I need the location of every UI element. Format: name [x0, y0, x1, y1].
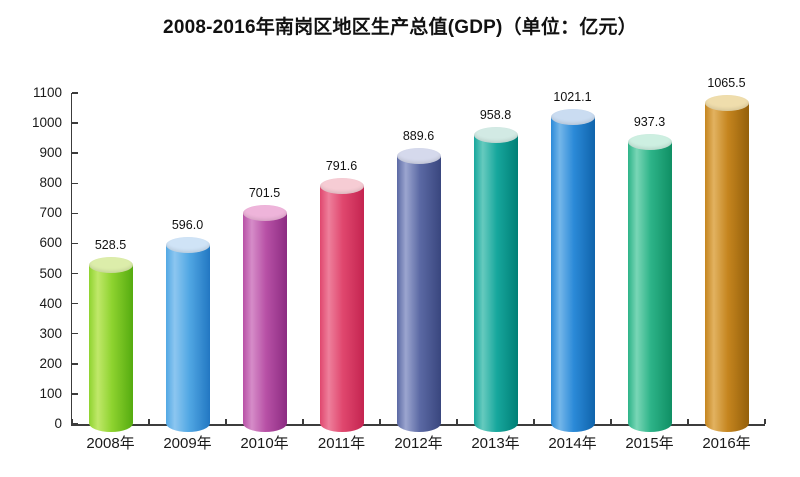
chart-title: 2008-2016年南岗区地区生产总值(GDP)（单位：亿元）	[163, 17, 637, 38]
bar-value-label: 701.5	[248, 185, 281, 200]
x-axis-category-label: 2016年	[702, 435, 751, 452]
bar-top-ellipse	[473, 127, 518, 144]
y-axis-tick	[72, 302, 78, 305]
y-axis-tick-label: 600	[39, 235, 62, 251]
x-axis-tick	[456, 419, 458, 424]
y-axis-tick	[72, 332, 78, 335]
bar-top-ellipse	[550, 108, 595, 125]
y-axis-tick-label: 500	[39, 265, 62, 281]
y-axis-tick-label: 800	[39, 175, 62, 191]
bar-body	[319, 185, 364, 432]
y-axis-tick	[72, 152, 78, 154]
x-axis-tick	[379, 419, 381, 424]
x-axis-category-label: 2010年	[240, 435, 289, 452]
bar-value-label: 528.5	[94, 237, 127, 252]
y-axis-tick	[72, 272, 78, 275]
y-axis-tick	[72, 92, 78, 94]
x-axis-tick	[687, 419, 689, 424]
bar-top-ellipse	[165, 236, 210, 253]
x-axis-category-label: 2015年	[625, 435, 674, 452]
x-axis-tick	[610, 419, 612, 424]
bar-top-ellipse	[88, 256, 133, 273]
bar-cylinder	[396, 148, 441, 432]
bar-top-ellipse	[319, 177, 364, 194]
y-axis-tick	[72, 393, 78, 395]
x-axis-category-label: 2011年	[317, 435, 366, 452]
x-axis-category-label: 2008年	[86, 435, 135, 452]
bar-top-ellipse	[396, 148, 441, 165]
bar-value-label: 1065.5	[707, 76, 746, 91]
y-axis-tick-label: 1000	[31, 115, 62, 131]
y-axis-tick-label: 400	[39, 295, 62, 311]
bar-cylinder	[627, 133, 672, 432]
y-axis-tick	[72, 122, 78, 124]
x-axis-tick	[764, 419, 766, 424]
bar-body	[396, 156, 441, 432]
x-axis-tick	[71, 419, 73, 424]
bar-cylinder	[473, 127, 518, 432]
x-axis-tick	[148, 419, 150, 424]
y-axis-line	[70, 93, 72, 426]
bar-top-ellipse	[704, 95, 749, 112]
bar-value-label: 958.8	[479, 108, 512, 123]
bar-cylinder	[88, 256, 133, 432]
x-axis-tick	[225, 419, 227, 424]
bar-cylinder	[319, 177, 364, 432]
x-axis-tick	[533, 419, 535, 424]
bar-cylinder	[550, 108, 595, 432]
bar-body	[242, 212, 287, 432]
bar-value-label: 889.6	[402, 129, 435, 144]
x-axis-category-label: 2009年	[163, 435, 212, 452]
bar-body	[165, 244, 210, 432]
x-axis-tick	[302, 419, 304, 424]
bar-body	[704, 103, 749, 432]
y-axis-tick	[72, 363, 78, 365]
bar-body	[473, 135, 518, 432]
y-axis-tick-label: 1100	[32, 85, 62, 100]
y-axis-tick	[72, 242, 78, 245]
bar-cylinder	[165, 236, 210, 432]
y-axis-tick-label: 700	[39, 205, 62, 221]
x-axis-category-label: 2012年	[394, 435, 443, 452]
y-axis-tick	[72, 182, 78, 185]
y-axis-tick-label: 300	[39, 325, 62, 341]
x-axis-category-label: 2014年	[548, 435, 597, 452]
bar-value-label: 596.0	[171, 217, 204, 232]
y-axis-tick	[72, 423, 78, 425]
x-axis-category-label: 2013年	[471, 435, 520, 452]
bar-value-label: 1021.1	[553, 89, 592, 104]
y-axis-tick-label: 0	[54, 416, 62, 431]
y-axis-tick	[72, 212, 78, 215]
bar-cylinder	[704, 95, 749, 432]
bar-top-ellipse	[242, 204, 287, 221]
bar-cylinder	[242, 204, 287, 432]
y-axis-tick-label: 200	[39, 355, 62, 371]
bar-body	[550, 116, 595, 432]
bar-top-ellipse	[627, 133, 672, 150]
y-axis-tick-label: 900	[39, 145, 62, 161]
bar-value-label: 791.6	[325, 158, 358, 173]
bar-value-label: 937.3	[633, 114, 666, 129]
bar-body	[627, 141, 672, 432]
bar-body	[88, 264, 133, 432]
y-axis-tick-label: 100	[39, 385, 62, 401]
